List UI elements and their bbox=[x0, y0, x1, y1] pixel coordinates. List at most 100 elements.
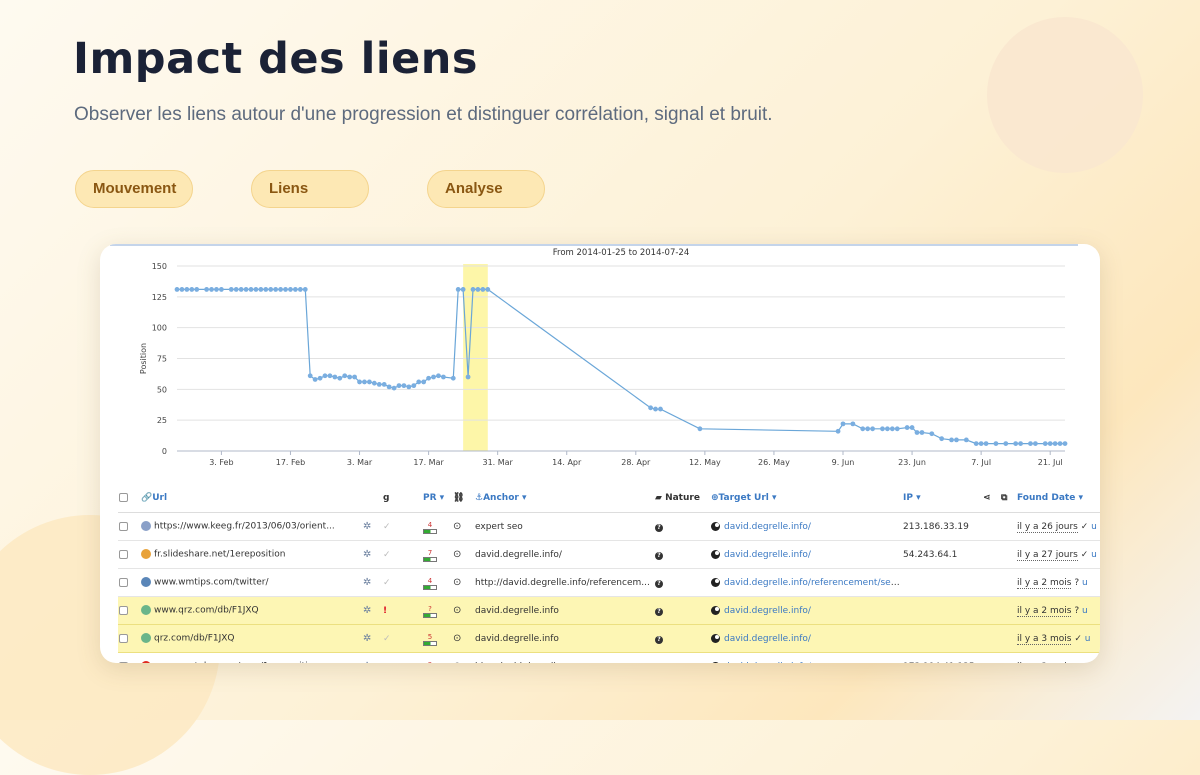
col-share[interactable]: ⋖ bbox=[982, 484, 1000, 513]
check-icon: ✓ bbox=[383, 521, 391, 532]
help-icon[interactable]: ? bbox=[655, 551, 663, 560]
row-u-link[interactable]: u bbox=[1091, 521, 1097, 532]
data-point bbox=[174, 287, 180, 292]
row-url[interactable]: fr.slideshare.net/1ereposition bbox=[154, 549, 286, 560]
row-u-link[interactable]: u bbox=[1085, 662, 1091, 664]
row-checkbox[interactable] bbox=[119, 577, 128, 587]
data-point bbox=[889, 426, 895, 432]
help-icon[interactable]: ? bbox=[655, 635, 663, 644]
data-point bbox=[929, 431, 935, 437]
x-tick-label: 17. Feb bbox=[276, 458, 305, 467]
row-url[interactable]: www.wmtips.com/twitter/ bbox=[154, 577, 269, 588]
row-checkbox[interactable] bbox=[119, 549, 128, 559]
data-point bbox=[421, 379, 427, 385]
data-point bbox=[347, 374, 353, 380]
col-anchor[interactable]: ⚓Anchor ▾ bbox=[474, 484, 654, 513]
row-ip: 213.186.33.19 bbox=[902, 512, 982, 541]
x-tick-label: 9. Jun bbox=[832, 458, 855, 467]
col-url[interactable]: 🔗Url bbox=[140, 484, 362, 513]
data-point bbox=[381, 382, 387, 387]
data-point bbox=[302, 287, 308, 292]
col-found-date[interactable]: Found Date ▾ bbox=[1016, 484, 1100, 513]
row-url[interactable]: qrz.com/db/F1JXQ bbox=[154, 633, 235, 644]
row-target-url[interactable]: david.degrelle.info/ bbox=[724, 549, 811, 560]
row-u-link[interactable]: u bbox=[1084, 633, 1091, 644]
data-point bbox=[238, 287, 244, 292]
site-icon bbox=[711, 605, 720, 615]
row-found-date: il y a 3 mois bbox=[1017, 661, 1072, 663]
check-icon: ✓ bbox=[383, 633, 391, 644]
data-point bbox=[1033, 441, 1038, 446]
row-url[interactable]: www.qrz.com/db/F1JXQ bbox=[154, 605, 259, 616]
data-point bbox=[248, 287, 254, 292]
data-point bbox=[441, 374, 446, 380]
row-target-url[interactable]: david.degrelle.info/ bbox=[724, 605, 811, 616]
pr-badge: 9 bbox=[423, 661, 437, 663]
data-point bbox=[1013, 441, 1019, 446]
pill-liens[interactable]: Liens bbox=[251, 170, 369, 208]
data-point bbox=[371, 380, 377, 386]
data-point bbox=[263, 287, 269, 292]
gear-icon[interactable]: ✲ bbox=[363, 549, 372, 560]
row-checkbox[interactable] bbox=[119, 633, 128, 643]
pill-mouvement[interactable]: Mouvement bbox=[75, 170, 193, 208]
data-point bbox=[480, 287, 486, 292]
data-point bbox=[697, 426, 703, 432]
row-target-url[interactable]: david.degrelle.info/ bbox=[724, 633, 811, 644]
col-pr[interactable]: PR ▾ bbox=[422, 484, 452, 513]
data-point bbox=[184, 287, 190, 292]
col-google[interactable]: g bbox=[382, 484, 400, 513]
row-u-link[interactable]: u bbox=[1091, 549, 1097, 560]
row-url[interactable]: www.youtube.com/user/1ereposition bbox=[154, 662, 319, 663]
data-point bbox=[307, 373, 313, 379]
data-point bbox=[1057, 441, 1063, 446]
row-url[interactable]: https://www.keeg.fr/2013/06/03/orient... bbox=[154, 521, 335, 532]
gear-icon[interactable]: ✲ bbox=[363, 577, 372, 588]
data-point bbox=[973, 441, 979, 446]
row-target-url[interactable]: david.degrelle.info/referencement/ser... bbox=[724, 577, 902, 588]
data-point bbox=[455, 287, 461, 292]
data-point bbox=[470, 287, 476, 292]
col-ip[interactable]: IP ▾ bbox=[902, 484, 982, 513]
col-nature[interactable]: ▰ Nature bbox=[654, 484, 710, 513]
row-found-date: il y a 27 jours bbox=[1017, 549, 1078, 561]
data-point bbox=[273, 287, 279, 292]
help-icon[interactable]: ? bbox=[655, 523, 663, 532]
data-point bbox=[401, 383, 407, 389]
data-point bbox=[485, 287, 491, 292]
data-point bbox=[460, 287, 466, 292]
data-point bbox=[475, 287, 481, 292]
help-icon[interactable]: ? bbox=[655, 579, 663, 588]
data-point bbox=[352, 374, 357, 380]
data-point bbox=[391, 385, 397, 391]
x-tick-label: 31. Mar bbox=[482, 458, 513, 467]
gear-icon[interactable]: ✲ bbox=[363, 605, 372, 616]
row-found-date: il y a 3 mois bbox=[1017, 633, 1072, 645]
gear-icon[interactable]: ✲ bbox=[363, 661, 371, 663]
pill-analyse[interactable]: Analyse bbox=[427, 170, 545, 208]
row-ip bbox=[902, 596, 982, 625]
col-target[interactable]: ⊕Target Url ▾ bbox=[710, 484, 902, 513]
col-external[interactable]: ⧉ bbox=[1000, 484, 1016, 513]
row-checkbox[interactable] bbox=[119, 521, 128, 531]
row-target-url[interactable]: david.degrelle.info/ bbox=[724, 521, 811, 532]
row-u-link[interactable]: u bbox=[1082, 577, 1088, 588]
row-target-url[interactable]: david.degrelle.info/ bbox=[724, 662, 811, 664]
row-u-link[interactable]: u bbox=[1082, 605, 1088, 616]
data-point bbox=[416, 379, 422, 385]
data-point bbox=[840, 421, 846, 427]
status-mark: ? bbox=[1074, 577, 1080, 588]
help-icon[interactable]: ? bbox=[655, 607, 663, 616]
status-mark: ✓ bbox=[1080, 549, 1089, 560]
data-point bbox=[317, 375, 323, 381]
col-nofollow[interactable]: ⛓ bbox=[452, 484, 474, 513]
row-anchor: http://david.degrelle.info/referencem... bbox=[474, 568, 654, 597]
y-tick-label: 25 bbox=[157, 416, 167, 425]
gear-icon[interactable]: ✲ bbox=[363, 633, 372, 644]
data-point bbox=[357, 379, 362, 385]
row-checkbox[interactable] bbox=[119, 661, 128, 663]
select-all-checkbox[interactable] bbox=[119, 493, 128, 502]
y-tick-label: 100 bbox=[152, 324, 167, 333]
row-checkbox[interactable] bbox=[119, 605, 128, 615]
gear-icon[interactable]: ✲ bbox=[363, 521, 372, 532]
